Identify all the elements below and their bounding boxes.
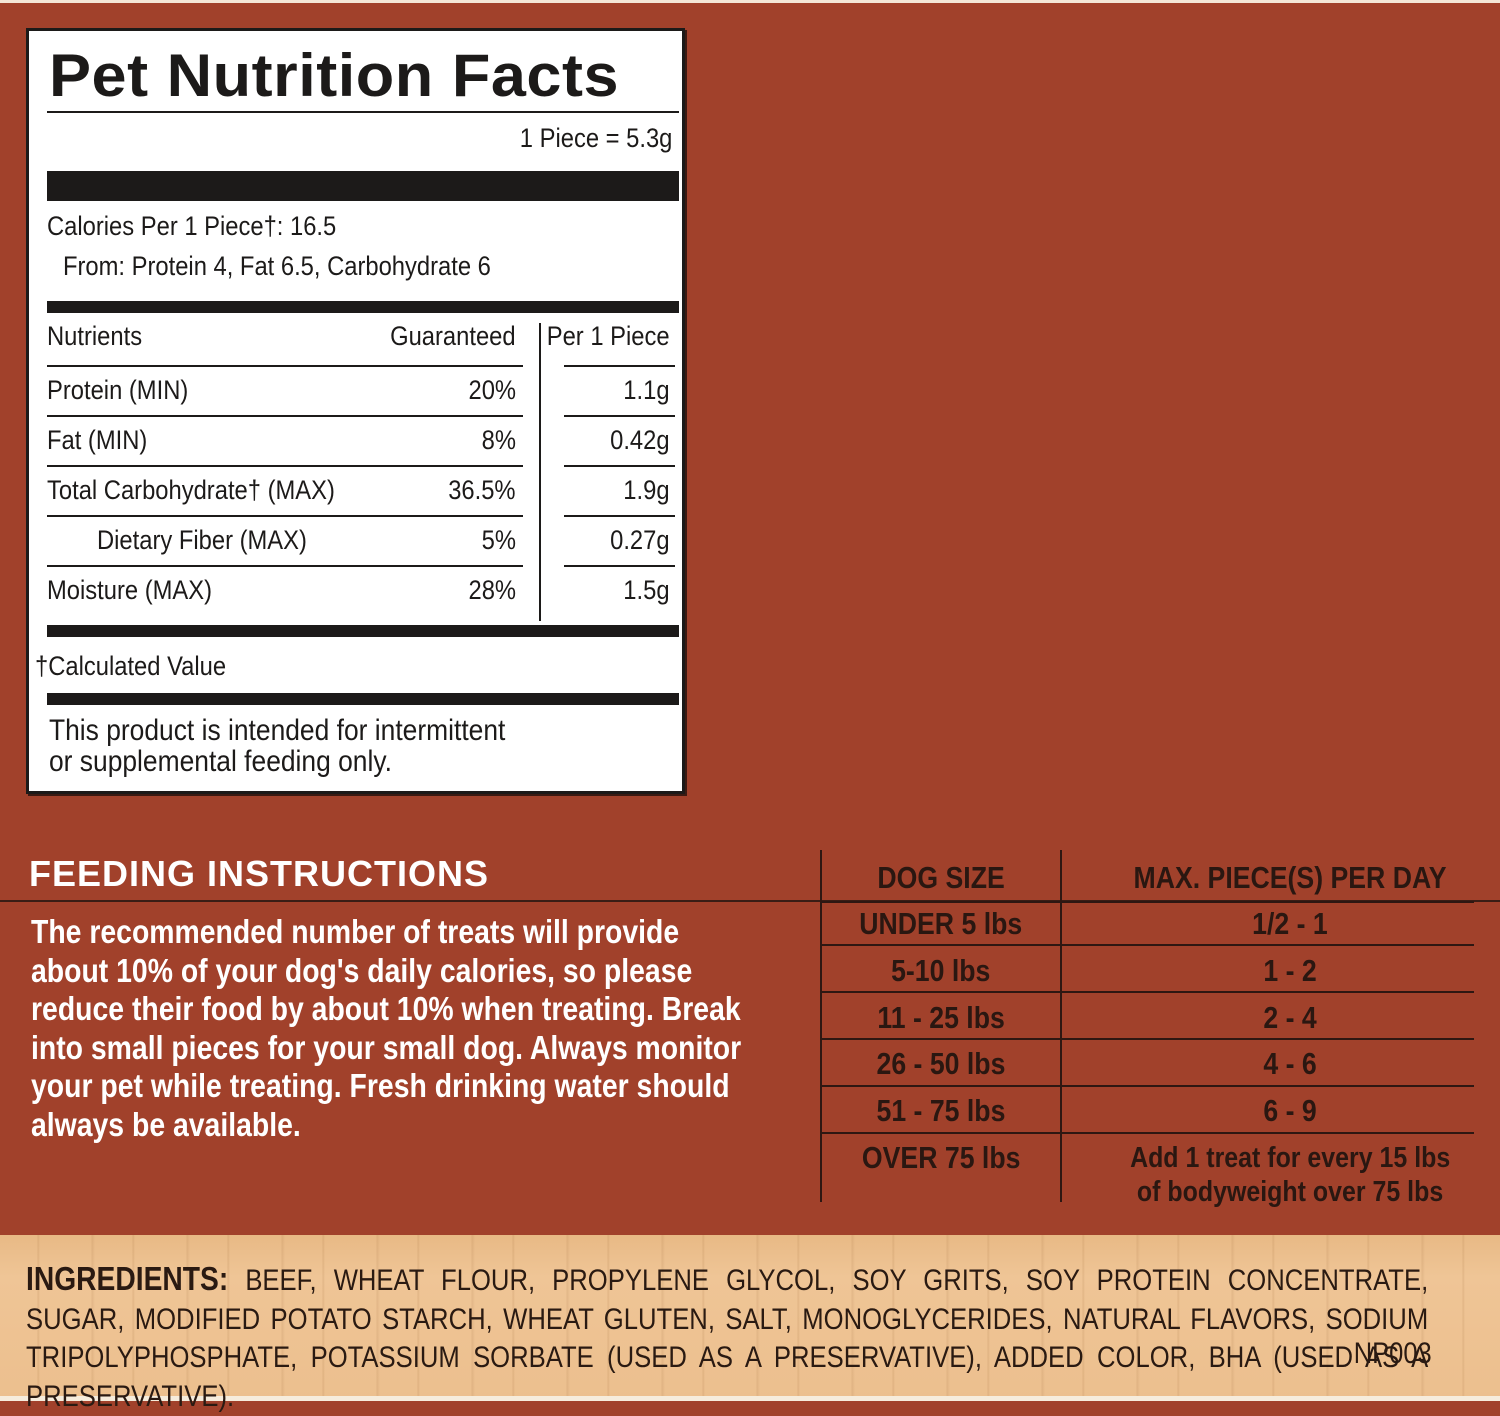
feeding-instructions-body: The recommended number of treats will pr… [31,913,742,1143]
table-row-divider [821,1038,1474,1040]
header-guaranteed: Guaranteed [390,321,516,351]
guaranteed-value: 8% [481,425,516,455]
row-divider [47,365,523,367]
nutrient-name: Moisture (MAX) [47,575,213,605]
feeding-instructions-title: FEEDING INSTRUCTIONS [29,853,490,894]
ingredients-label: INGREDIENTS: [26,1260,229,1297]
disclaimer-line-2: or supplemental feeding only. [49,745,392,778]
feeding-disclaimer: This product is intended for intermitten… [49,715,505,777]
disclaimer-line-1: This product is intended for intermitten… [49,714,506,747]
row-divider [47,515,523,517]
guaranteed-value: 28% [468,575,516,605]
dog-size-cell: 11 - 25 lbs [877,1000,1005,1035]
dog-size-cell: 5-10 lbs [891,953,991,988]
table-row-divider [821,1085,1474,1087]
table-column-divider [1060,850,1062,1202]
row-divider [47,565,523,567]
ingredients-list: INGREDIENTS: BEEF, WHEAT FLOUR, PROPYLEN… [26,1260,1428,1416]
table-row-divider [821,944,1474,946]
nutrient-name: Protein (MIN) [47,375,189,405]
max-pieces-cell: 4 - 6 [1263,1046,1317,1081]
dog-size-cell: UNDER 5 lbs [859,906,1023,941]
header-nutrients: Nutrients [47,321,143,351]
guaranteed-value: 36.5% [448,475,516,505]
header-per-piece: Per 1 Piece [547,321,670,351]
product-code: NP003 [1354,1337,1432,1370]
per-piece-value: 1.9g [623,475,670,505]
dog-size-cell: OVER 75 lbs [861,1140,1021,1175]
row-divider [564,515,675,517]
max-pieces-cell: 1/2 - 1 [1252,906,1328,941]
medium-divider [47,625,679,637]
guaranteed-value: 5% [481,525,516,555]
nutrient-name: Total Carbohydrate† (MAX) [47,475,335,505]
row-divider [564,465,675,467]
per-piece-value: 0.42g [610,425,670,455]
row-divider [564,415,675,417]
bottom-edge-strip [0,1396,1500,1401]
medium-divider [47,301,679,313]
guaranteed-value: 20% [468,375,516,405]
top-edge-strip [0,0,1500,3]
max-pieces-cell: 2 - 4 [1263,1000,1317,1035]
nutrient-name-indented: Dietary Fiber (MAX) [97,525,307,555]
header-dog-size: DOG SIZE [877,860,1005,895]
dog-size-cell: 51 - 75 lbs [876,1093,1006,1128]
table-row-divider [821,1132,1474,1134]
calculated-value-footnote: †Calculated Value [35,651,227,681]
serving-size: 1 Piece = 5.3g [519,123,672,153]
row-divider [47,415,523,417]
header-max-pieces: MAX. PIECE(S) PER DAY [1133,860,1447,895]
table-left-border [820,850,822,1202]
per-piece-value: 1.5g [623,575,670,605]
feeding-divider [0,900,1500,902]
calories-breakdown: From: Protein 4, Fat 6.5, Carbohydrate 6 [63,251,491,281]
ingredients-band [0,1235,1500,1401]
thick-divider [47,171,679,201]
per-piece-value: 0.27g [610,525,670,555]
per-piece-value: 1.1g [623,375,670,405]
calories-per-piece: Calories Per 1 Piece†: 16.5 [47,211,337,241]
max-pieces-note: Add 1 treat for every 15 lbs of bodyweig… [1129,1142,1451,1208]
table-row-divider [821,991,1474,993]
ingredients-text: BEEF, WHEAT FLOUR, PROPYLENE GLYCOL, SOY… [26,1264,1429,1413]
nutrition-facts-panel: Pet Nutrition Facts 1 Piece = 5.3g Calor… [26,28,685,794]
row-divider [47,465,523,467]
max-pieces-cell: 6 - 9 [1263,1093,1317,1128]
max-pieces-cell: 1 - 2 [1263,953,1317,988]
nutrient-name: Fat (MIN) [47,425,148,455]
medium-divider [47,693,679,705]
title-divider [47,111,679,113]
nutrition-facts-title: Pet Nutrition Facts [49,42,620,109]
row-divider [564,565,675,567]
row-divider [564,365,675,367]
dog-size-cell: 26 - 50 lbs [876,1046,1006,1081]
column-divider [539,323,541,621]
table-row-divider [821,901,1474,903]
